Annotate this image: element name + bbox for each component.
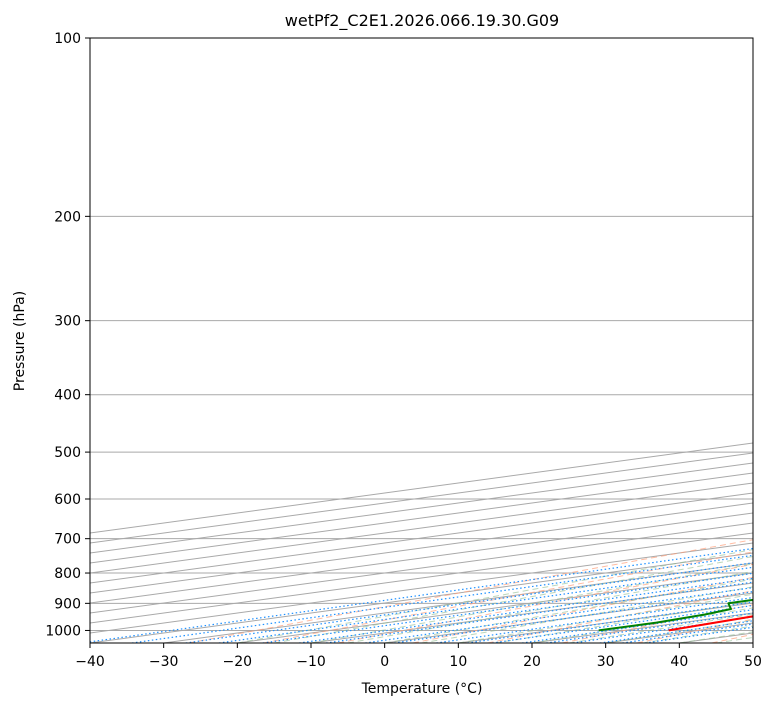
moist-adiabat-line xyxy=(347,570,753,643)
x-tick-label: −10 xyxy=(296,654,326,670)
x-tick-label: 20 xyxy=(523,654,541,670)
dry-adiabat-line xyxy=(188,539,753,643)
y-tick-label: 1000 xyxy=(45,623,81,639)
x-tick-label: 30 xyxy=(597,654,615,670)
y-tick-label: 600 xyxy=(54,492,81,508)
isotherm-line xyxy=(90,472,753,564)
y-tick-label: 200 xyxy=(54,209,81,225)
x-tick-label: −40 xyxy=(75,654,105,670)
y-tick-label: 900 xyxy=(54,596,81,612)
moist-adiabat-line xyxy=(237,549,753,643)
moist-adiabat-line xyxy=(421,586,753,643)
mixing-ratio-line xyxy=(394,591,753,643)
x-tick-label: −20 xyxy=(223,654,253,670)
y-tick-label: 400 xyxy=(54,388,81,404)
isotherm-line xyxy=(90,512,753,604)
plot-frame xyxy=(89,37,754,644)
y-tick-label: 700 xyxy=(54,532,81,548)
isotherm-line xyxy=(90,462,753,554)
isotherm-line xyxy=(90,492,753,584)
dry-adiabat-line xyxy=(338,563,753,643)
axes: −40 −30 −20 −10 0 10 20 30 40 50 100 200 300 400 500 60… xyxy=(45,31,762,670)
reference-lines xyxy=(90,38,753,643)
x-tick-label: −30 xyxy=(149,654,179,670)
isotherm-line xyxy=(90,502,753,594)
x-axis-label: Temperature (°C) xyxy=(361,681,483,697)
chart-title: wetPf2_C2E1.2026.066.19.30.G09 xyxy=(285,11,559,31)
x-tick-label: 10 xyxy=(449,654,467,670)
y-axis-label: Pressure (hPa) xyxy=(12,291,28,391)
isotherm-line xyxy=(90,532,753,624)
y-tick-label: 100 xyxy=(54,31,81,47)
isotherm-line xyxy=(90,482,753,574)
y-tick-label: 300 xyxy=(54,314,81,330)
mixing-ratio-line xyxy=(365,586,753,643)
mixing-ratio-line xyxy=(326,581,753,643)
mixing-ratio-line xyxy=(90,547,753,643)
y-tick-label: 800 xyxy=(54,566,81,582)
isotherm-line xyxy=(90,452,753,544)
x-tick-label: 50 xyxy=(744,654,762,670)
x-tick-label: 0 xyxy=(380,654,389,670)
dry-adiabat-line xyxy=(412,576,753,643)
isotherm-line xyxy=(90,522,753,614)
y-tick-label: 500 xyxy=(54,445,81,461)
x-tick-label: 40 xyxy=(670,654,688,670)
